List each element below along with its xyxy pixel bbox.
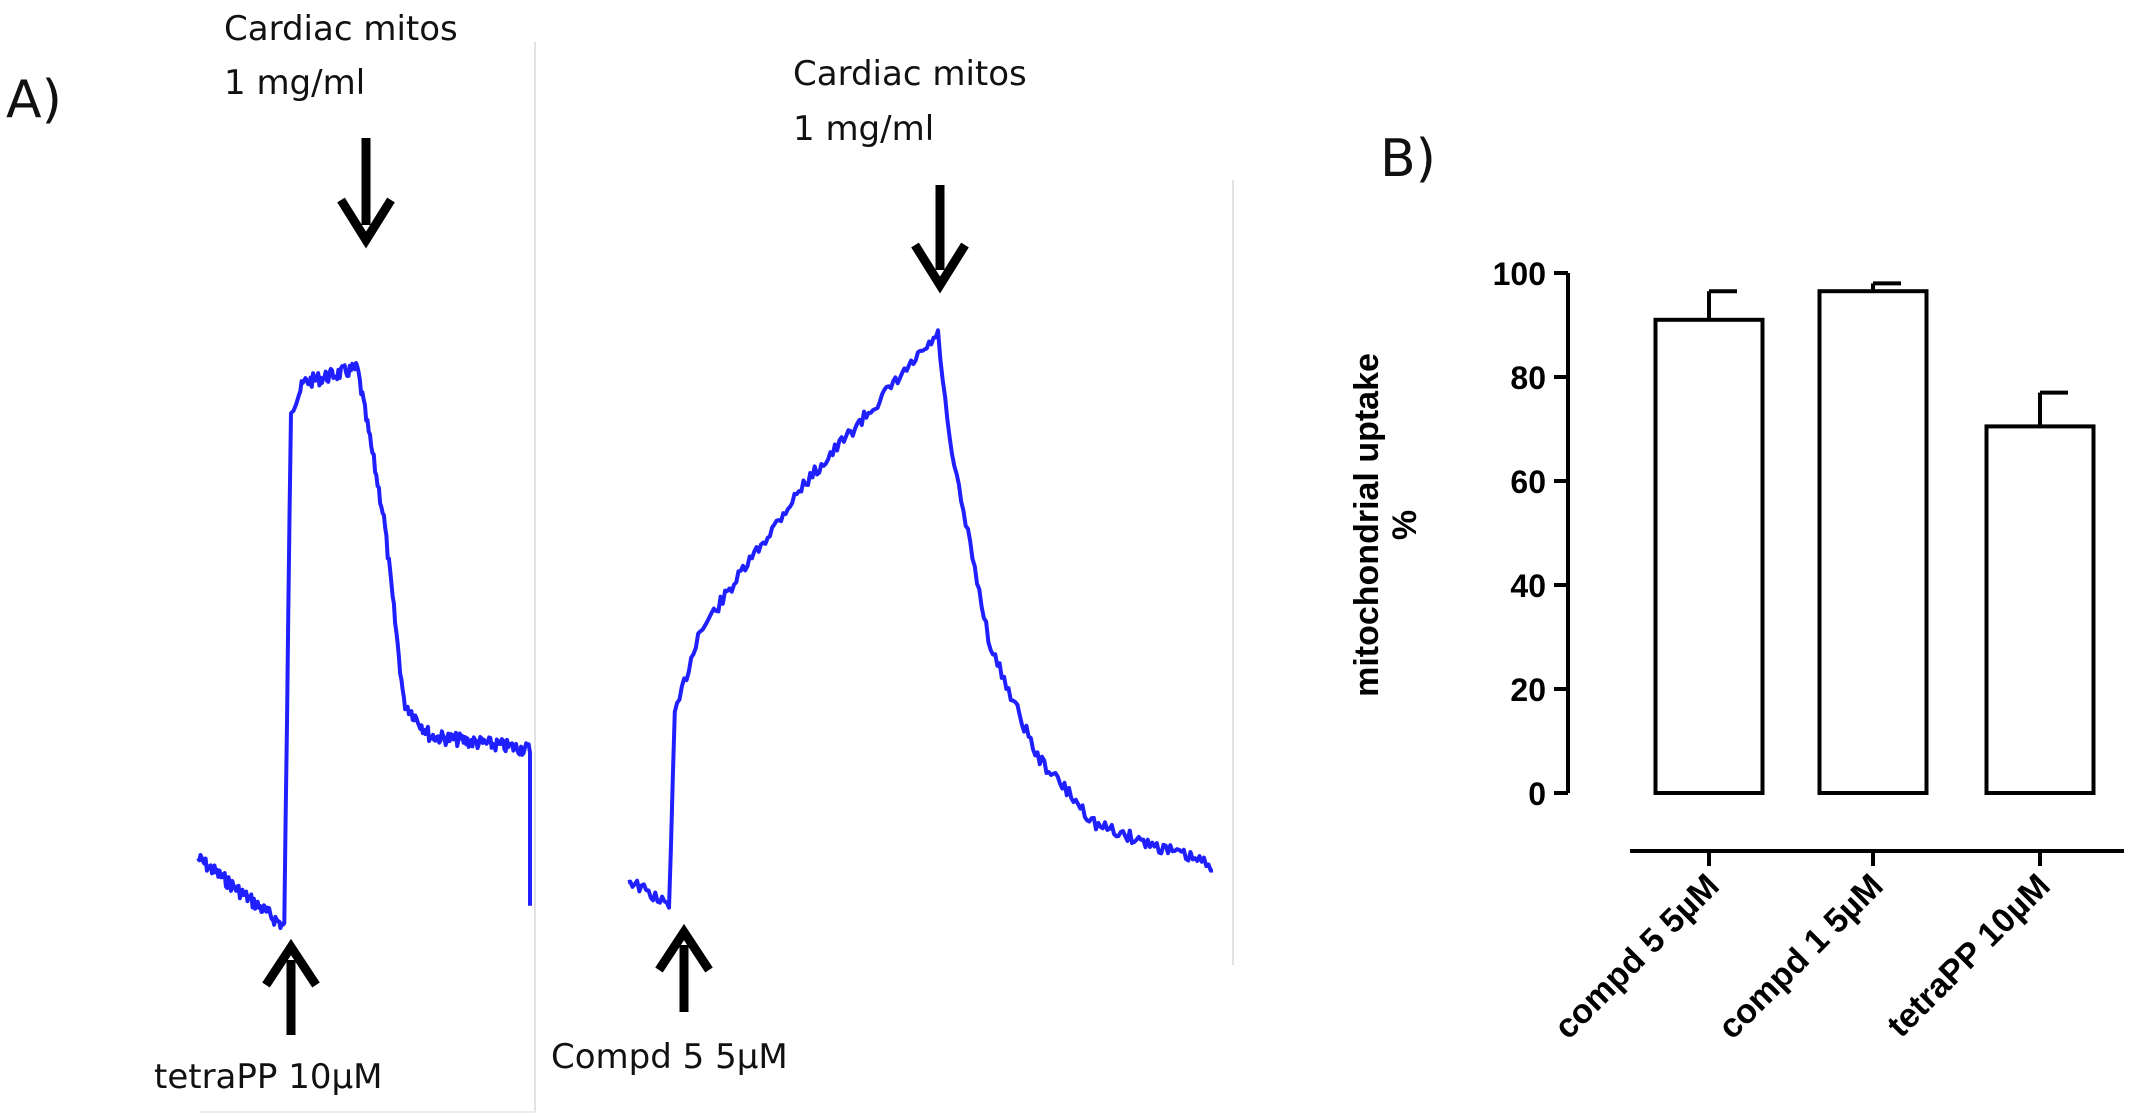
arrow-cardiac-mitos-right [911,185,969,294]
annotation-right-bottom: Compd 5 5µM [551,1037,788,1077]
x-tick-label-2: compd 1 5µM [1711,867,1891,1047]
y-tick-label: 60 [1510,464,1546,500]
arrow-tetrapp-add [262,938,320,1035]
y-axis-label: mitochondrial uptake [1348,353,1386,697]
x-tick-label-1: compd 5 5µM [1547,867,1727,1047]
panel-a-frame [200,42,1234,1113]
y-tick-label: 0 [1528,776,1546,812]
y-tick-label: 80 [1510,360,1546,396]
arrow-compd5-add [655,923,713,1012]
trace-left-group [196,361,532,931]
panel-b-label: B) [1380,129,1436,189]
arrow-cardiac-mitos-left [337,138,395,249]
annotation-left-top-line2: 1 mg/ml [224,63,365,103]
y-axis-label-unit: % [1386,510,1424,540]
arrow-up-icon [655,923,713,973]
trace-tetrapp-line [196,361,532,931]
trace-compd5-line [627,328,1214,910]
x-tick-label-3: tetraPP 10µM [1880,867,2058,1045]
arrow-up-icon [262,938,320,988]
y-ticks: 0 20 40 60 80 100 [1493,256,1568,812]
trace-right-group [627,328,1214,910]
annotation-left-top-line1: Cardiac mitos [224,9,458,49]
y-tick-label: 100 [1493,256,1546,292]
bar-3 [1984,424,2096,795]
bar-2 [1817,289,1929,795]
y-tick-label: 20 [1510,672,1546,708]
annotation-left-bottom: tetraPP 10µM [154,1057,382,1097]
arrow-down-icon [337,197,395,249]
panel-a-label: A) [6,70,62,130]
bars [1653,281,2096,795]
annotation-right-top-line1: Cardiac mitos [793,54,1027,94]
annotation-right-top-line2: 1 mg/ml [793,109,934,149]
arrow-down-icon [911,242,969,294]
y-tick-label: 40 [1510,568,1546,604]
bar-1 [1653,317,1765,795]
